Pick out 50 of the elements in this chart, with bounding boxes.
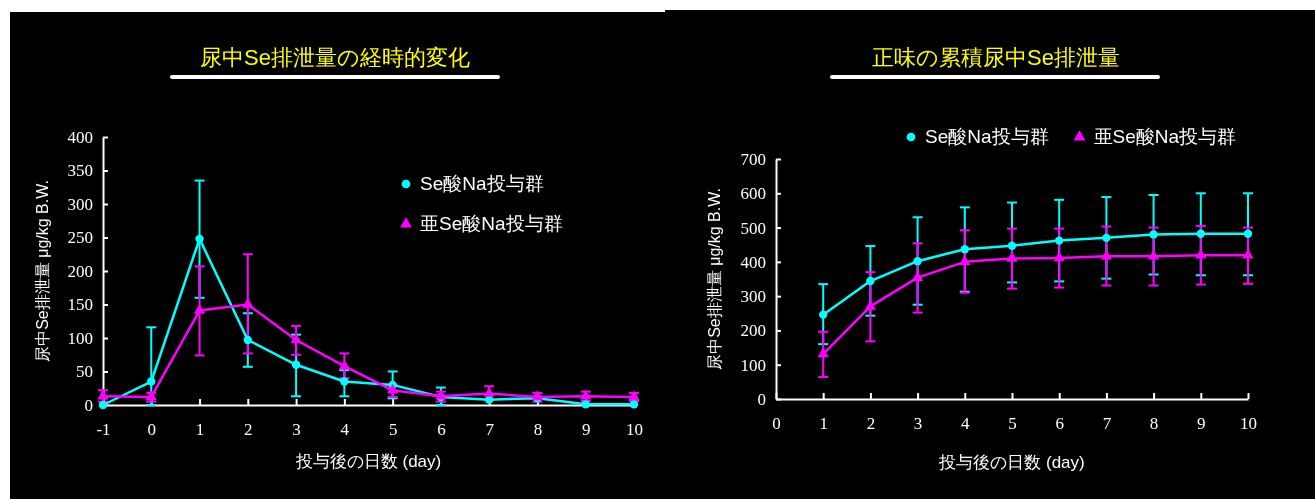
x-tick-label: 9	[1197, 414, 1206, 434]
y-tick-label: 250	[67, 228, 93, 248]
x-tick-label: 0	[147, 420, 157, 440]
y-tick-label: 500	[740, 218, 766, 238]
y-tick-label: 300	[740, 287, 766, 307]
y-axis-title: 尿中Se排泄量 μg/kg B.W.	[34, 180, 51, 362]
x-tick-label: 8	[1149, 414, 1159, 434]
y-tick-label: 700	[740, 149, 766, 169]
legend-label: 亜Se酸Na投与群	[420, 213, 563, 234]
x-tick-label: 9	[581, 420, 591, 440]
x-tick-label: 2	[866, 414, 876, 434]
x-tick-label: 5	[1008, 414, 1017, 434]
x-tick-label: 8	[533, 420, 543, 440]
x-tick-label: 7	[1102, 414, 1112, 434]
legend-label: Se酸Na投与群	[925, 126, 1049, 147]
y-tick-label: 300	[67, 194, 93, 214]
chart-title: 正味の累積尿中Se排泄量	[872, 45, 1120, 70]
y-tick-label: 200	[740, 321, 766, 341]
y-tick-label: 600	[740, 184, 766, 204]
x-axis-title: 投与後の日数 (day)	[938, 453, 1085, 472]
x-tick-label: 3	[913, 414, 923, 434]
x-tick-label: 10	[1240, 414, 1257, 434]
y-tick-label: 400	[740, 252, 766, 272]
x-tick-label: 1	[195, 420, 205, 440]
x-tick-label: 4	[961, 414, 971, 434]
y-tick-label: 100	[740, 355, 766, 375]
x-tick-label: 10	[626, 420, 643, 440]
y-tick-label: 100	[67, 328, 93, 348]
y-tick-label: 350	[67, 161, 93, 181]
y-tick-label: 150	[67, 295, 93, 315]
x-tick-label: 7	[485, 420, 495, 440]
y-tick-label: 0	[84, 395, 93, 415]
y-tick-label: 0	[757, 389, 766, 409]
y-tick-label: 400	[67, 127, 93, 147]
x-tick-label: 6	[437, 420, 446, 440]
x-tick-label: 2	[244, 420, 253, 440]
x-tick-label: 0	[772, 414, 781, 434]
x-tick-label: 3	[292, 420, 301, 440]
legend-label: Se酸Na投与群	[420, 173, 544, 194]
y-axis-title: 尿中Se排泄量 μg/kg B.W.	[706, 188, 723, 370]
x-tick-label: 6	[1055, 414, 1064, 434]
x-axis-title: 投与後の日数 (day)	[294, 452, 442, 471]
x-tick-label: -1	[96, 420, 111, 440]
x-tick-label: 1	[819, 414, 828, 434]
y-tick-label: 50	[76, 362, 93, 382]
chart-title: 尿中Se排泄量の経時的変化	[200, 45, 470, 70]
y-tick-label: 200	[67, 261, 93, 281]
x-tick-label: 4	[340, 420, 350, 440]
legend-label: 亜Se酸Na投与群	[1093, 126, 1237, 147]
x-tick-label: 5	[388, 420, 398, 440]
